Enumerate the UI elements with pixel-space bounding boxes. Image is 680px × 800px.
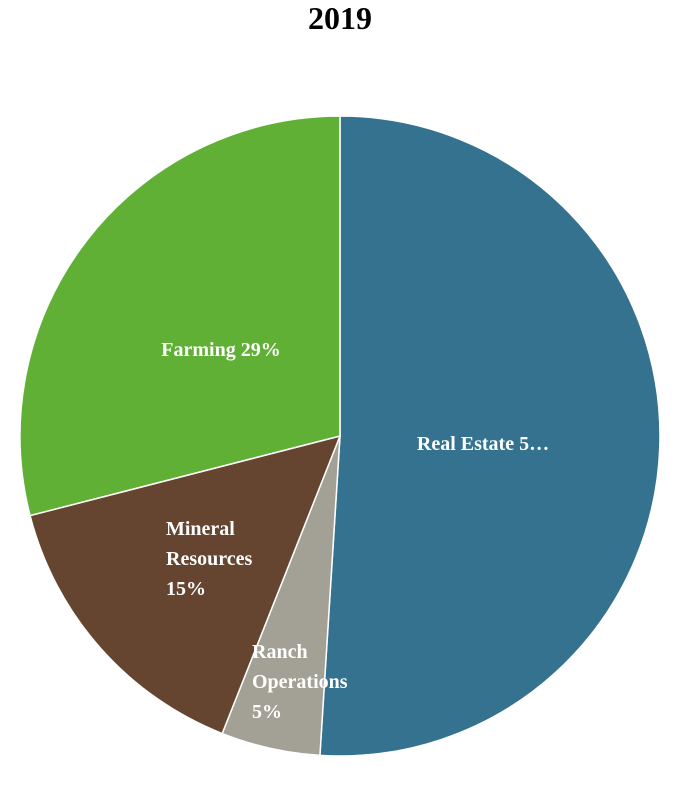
pie-slice [319,115,661,757]
pie-slice [29,434,342,735]
chart-title: 2019 [308,0,372,36]
slice-label: Mineral Resources 15% [166,518,253,600]
pie-slice [19,115,341,517]
slice-label: Ranch Operations 5% [252,641,348,723]
slice-label: Farming 29% [161,339,281,361]
slice-label: Real Estate 5… [416,433,550,455]
